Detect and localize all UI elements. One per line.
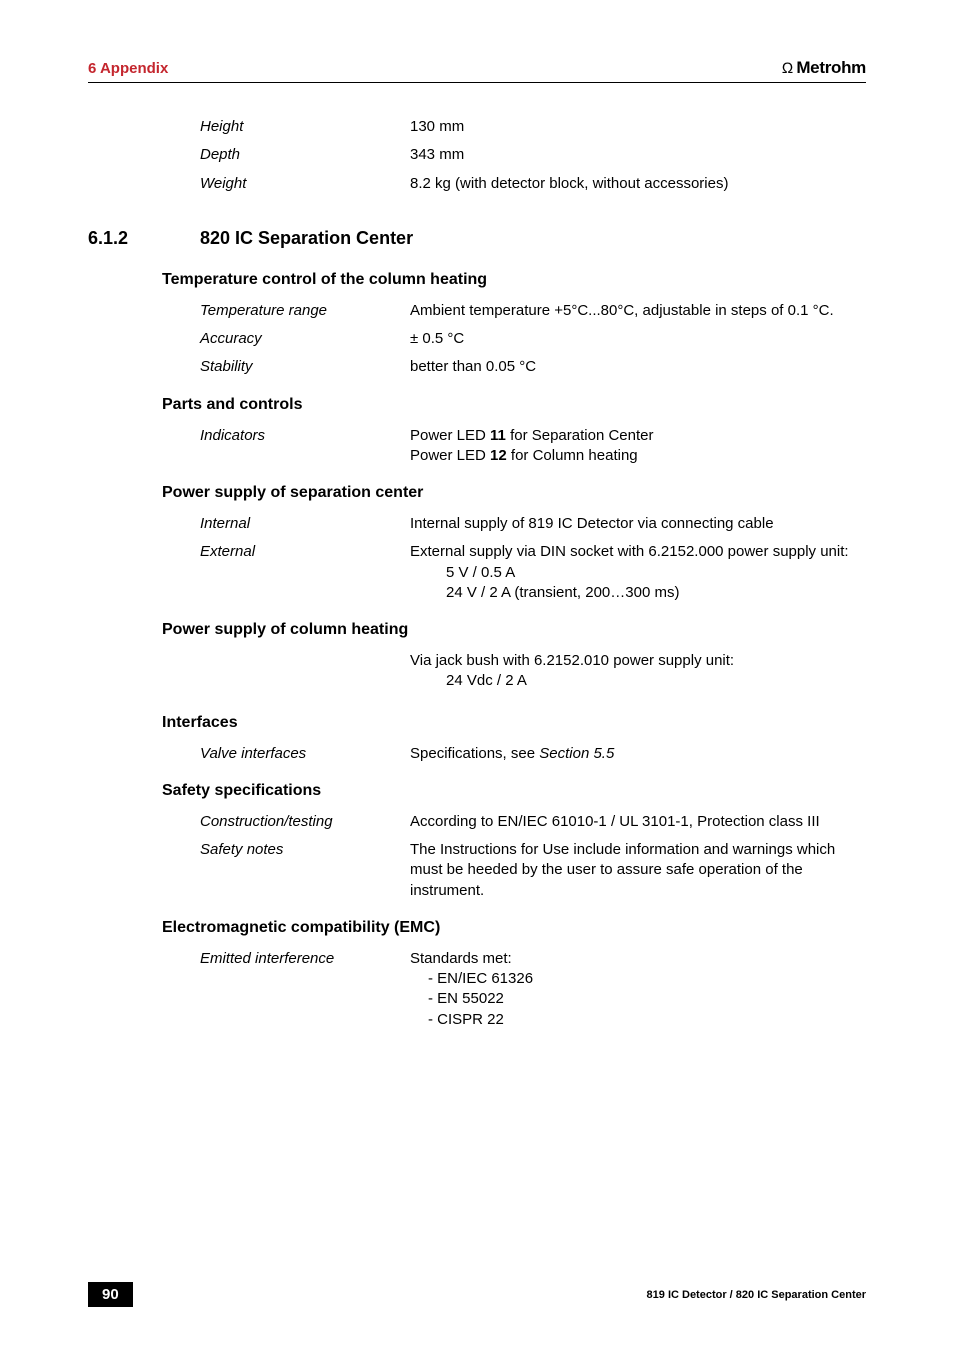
spec-value: ± 0.5 °C xyxy=(410,329,866,349)
heading-interfaces: Interfaces xyxy=(162,714,866,732)
spec-label: Construction/testing xyxy=(200,812,410,832)
spec-row: Emitted interference Standards met: - EN… xyxy=(200,949,866,1030)
spec-value: According to EN/IEC 61010-1 / UL 3101-1,… xyxy=(410,812,866,832)
spec-value: 8.2 kg (with detector block, without acc… xyxy=(410,174,866,194)
header-section: 6 Appendix xyxy=(88,60,168,77)
emc-line: - EN/IEC 61326 xyxy=(410,969,866,989)
heading-emc: Electromagnetic compatibility (EMC) xyxy=(162,919,866,937)
heading-ps-col: Power supply of column heating xyxy=(162,621,866,639)
section-title: 820 IC Separation Center xyxy=(200,228,413,249)
spec-row: Depth 343 mm xyxy=(200,145,866,165)
spec-row: External External supply via DIN socket … xyxy=(200,542,866,603)
ps-col-specs: Via jack bush with 6.2152.010 power supp… xyxy=(200,651,866,692)
indicator-line: Power LED 12 for Column heating xyxy=(410,446,866,466)
interfaces-specs: Valve interfaces Specifications, see Sec… xyxy=(200,744,866,764)
page-number: 90 xyxy=(88,1282,133,1307)
temp-control-specs: Temperature range Ambient temperature +5… xyxy=(200,301,866,378)
section-number: 6.1.2 xyxy=(88,228,200,249)
spec-label xyxy=(200,651,410,692)
spec-value: External supply via DIN socket with 6.21… xyxy=(410,542,866,603)
spec-label: Weight xyxy=(200,174,410,194)
spec-label: Indicators xyxy=(200,426,410,467)
ps-col-line: Via jack bush with 6.2152.010 power supp… xyxy=(410,651,866,671)
spec-value: The Instructions for Use include informa… xyxy=(410,840,866,901)
spec-value: Power LED 11 for Separation Center Power… xyxy=(410,426,866,467)
heading-temp-control: Temperature control of the column heatin… xyxy=(162,271,866,289)
brand-name: Metrohm xyxy=(796,58,866,78)
section-heading-612: 6.1.2 820 IC Separation Center xyxy=(88,228,866,249)
spec-label: Safety notes xyxy=(200,840,410,901)
heading-safety: Safety specifications xyxy=(162,782,866,800)
heading-parts: Parts and controls xyxy=(162,396,866,414)
spec-label: Accuracy xyxy=(200,329,410,349)
spec-row: Height 130 mm xyxy=(200,117,866,137)
safety-specs: Construction/testing According to EN/IEC… xyxy=(200,812,866,901)
emc-line: Standards met: xyxy=(410,949,866,969)
spec-row: Weight 8.2 kg (with detector block, with… xyxy=(200,174,866,194)
spec-row: Indicators Power LED 11 for Separation C… xyxy=(200,426,866,467)
indicator-line: Power LED 11 for Separation Center xyxy=(410,426,866,446)
spec-label: Depth xyxy=(200,145,410,165)
footer-doc-title: 819 IC Detector / 820 IC Separation Cent… xyxy=(647,1289,866,1301)
emc-line: - CISPR 22 xyxy=(410,1010,866,1030)
spec-row: Accuracy ± 0.5 °C xyxy=(200,329,866,349)
spec-label: Temperature range xyxy=(200,301,410,321)
parts-specs: Indicators Power LED 11 for Separation C… xyxy=(200,426,866,467)
ps-sep-specs: Internal Internal supply of 819 IC Detec… xyxy=(200,514,866,603)
ext-line: External supply via DIN socket with 6.21… xyxy=(410,542,866,562)
spec-label: External xyxy=(200,542,410,603)
page-header: 6 Appendix ΩMetrohm xyxy=(88,58,866,83)
spec-label: Stability xyxy=(200,357,410,377)
spec-value: 343 mm xyxy=(410,145,866,165)
spec-value: Standards met: - EN/IEC 61326 - EN 55022… xyxy=(410,949,866,1030)
spec-value: Internal supply of 819 IC Detector via c… xyxy=(410,514,866,534)
spec-value: 130 mm xyxy=(410,117,866,137)
ext-line: 5 V / 0.5 A xyxy=(410,563,866,583)
top-specs: Height 130 mm Depth 343 mm Weight 8.2 kg… xyxy=(200,117,866,194)
ext-line: 24 V / 2 A (transient, 200…300 ms) xyxy=(410,583,866,603)
spec-label: Internal xyxy=(200,514,410,534)
spec-label: Valve interfaces xyxy=(200,744,410,764)
spec-value: Ambient temperature +5°C...80°C, adjusta… xyxy=(410,301,866,321)
spec-row: Stability better than 0.05 °C xyxy=(200,357,866,377)
spec-row: Via jack bush with 6.2152.010 power supp… xyxy=(200,651,866,692)
spec-row: Internal Internal supply of 819 IC Detec… xyxy=(200,514,866,534)
spec-row: Valve interfaces Specifications, see Sec… xyxy=(200,744,866,764)
spec-value: Specifications, see Section 5.5 xyxy=(410,744,866,764)
spec-label: Emitted interference xyxy=(200,949,410,1030)
spec-label: Height xyxy=(200,117,410,137)
emc-specs: Emitted interference Standards met: - EN… xyxy=(200,949,866,1030)
spec-row: Safety notes The Instructions for Use in… xyxy=(200,840,866,901)
spec-row: Construction/testing According to EN/IEC… xyxy=(200,812,866,832)
header-brand: ΩMetrohm xyxy=(782,58,866,78)
metrohm-logo-icon: Ω xyxy=(782,60,794,77)
ps-col-line: 24 Vdc / 2 A xyxy=(410,671,866,691)
spec-value: better than 0.05 °C xyxy=(410,357,866,377)
page-footer: 90 819 IC Detector / 820 IC Separation C… xyxy=(88,1282,866,1307)
spec-row: Temperature range Ambient temperature +5… xyxy=(200,301,866,321)
spec-value: Via jack bush with 6.2152.010 power supp… xyxy=(410,651,866,692)
emc-line: - EN 55022 xyxy=(410,989,866,1009)
heading-ps-sep: Power supply of separation center xyxy=(162,484,866,502)
